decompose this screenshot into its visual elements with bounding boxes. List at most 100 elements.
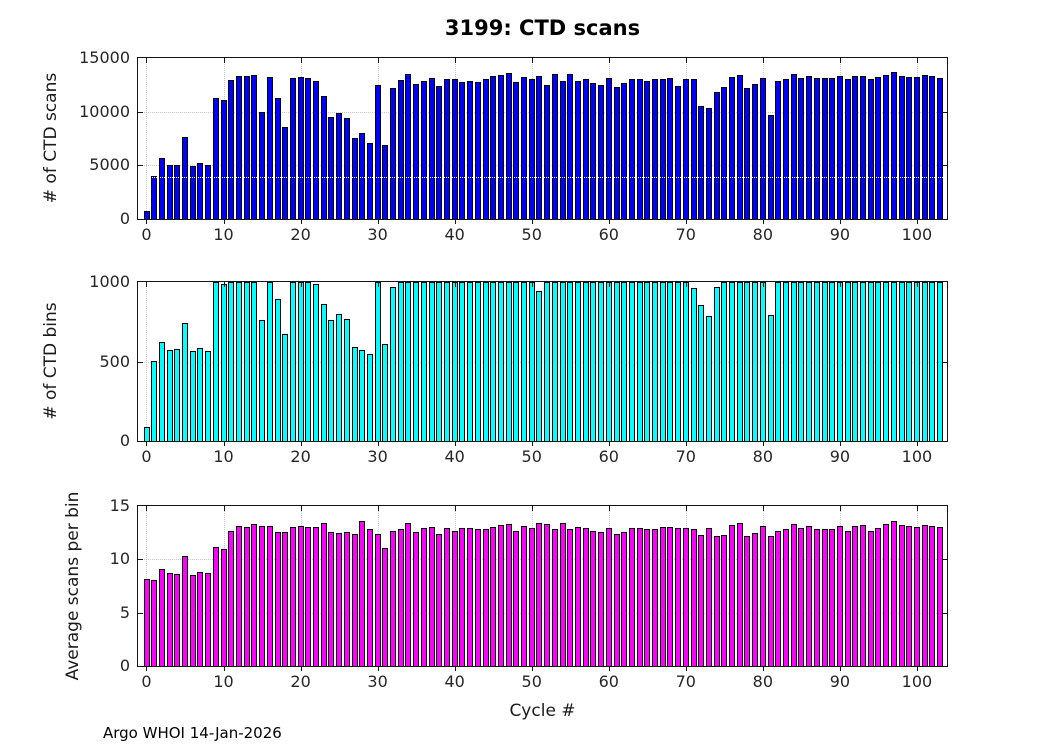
y-tick-mark-right [942, 612, 947, 614]
x-tick-label: 90 [829, 672, 851, 691]
bar-cycle-80 [759, 526, 766, 666]
bar-cycle-64 [636, 79, 643, 219]
x-tick-mark-top [839, 58, 841, 63]
bar-cycle-9 [212, 547, 219, 666]
y-tick-label: 500 [99, 351, 130, 371]
bar-cycle-87 [813, 282, 820, 441]
bar-cycle-30 [374, 534, 381, 666]
bar-cycle-31 [382, 344, 389, 441]
bar-cycle-36 [420, 282, 427, 441]
panel-avg-scans-per-bin [137, 505, 948, 671]
x-tick-mark-bottom [685, 441, 687, 446]
x-tick-mark-top [454, 282, 456, 287]
bar-cycle-73 [705, 316, 712, 441]
bar-cycle-19 [289, 282, 296, 441]
bar-cycle-8 [205, 351, 212, 441]
bar-cycle-33 [397, 529, 404, 666]
bar-cycle-6 [189, 166, 196, 219]
x-tick-mark-bottom [762, 441, 764, 446]
chart-title: 3199: CTD scans [444, 16, 641, 40]
x-tick-label: 30 [367, 225, 388, 244]
bar-cycle-16 [266, 526, 273, 666]
bar-cycle-11 [228, 80, 235, 219]
bar-cycle-32 [390, 287, 396, 441]
x-tick-mark-top [839, 282, 841, 287]
x-tick-mark-top [685, 506, 687, 511]
x-tick-mark-bottom [300, 666, 302, 671]
bar-cycle-19 [289, 78, 296, 219]
bar-cycle-24 [328, 320, 335, 441]
y-tick-mark-left [138, 361, 143, 363]
bar-cycle-94 [867, 531, 874, 666]
y-tick-mark-left [138, 559, 143, 561]
x-tick-mark-bottom [608, 219, 610, 224]
bar-cycle-52 [544, 524, 551, 666]
bar-cycle-90 [836, 526, 843, 666]
bar-cycle-84 [790, 74, 797, 219]
y-tick-label: 15000 [79, 48, 130, 67]
bar-cycle-50 [528, 528, 535, 666]
bar-cycle-27 [351, 347, 358, 441]
x-tick-mark-top [377, 506, 379, 511]
bar-cycle-36 [420, 81, 427, 219]
bar-cycle-96 [883, 282, 890, 441]
bar-cycle-40 [451, 79, 458, 219]
x-tick-label: 100 [901, 672, 933, 691]
bar-cycle-86 [806, 282, 813, 441]
bar-cycle-71 [690, 288, 697, 441]
bar-cycle-45 [490, 527, 497, 666]
bar-cycle-71 [690, 529, 697, 666]
bar-cycle-2 [158, 569, 165, 666]
bar-cycle-30 [374, 85, 381, 219]
bar-cycle-102 [929, 282, 936, 441]
bar-cycle-21 [305, 78, 312, 219]
bar-cycle-72 [698, 106, 705, 219]
bar-cycle-66 [652, 79, 658, 219]
bar-cycle-19 [289, 527, 296, 666]
y-gridline [138, 111, 947, 113]
bar-cycle-4 [174, 165, 181, 219]
bar-cycle-34 [405, 282, 412, 441]
bar-cycle-3 [166, 165, 173, 219]
bar-cycle-21 [305, 527, 312, 666]
bar-cycle-64 [636, 528, 643, 666]
bar-cycle-50 [528, 282, 535, 441]
y-gridline [138, 165, 947, 167]
bar-cycle-61 [613, 534, 620, 666]
bar-cycle-75 [721, 535, 728, 666]
bar-cycle-8 [205, 165, 212, 219]
bar-cycle-102 [929, 76, 936, 219]
bar-cycle-18 [282, 334, 289, 441]
x-tick-mark-bottom [608, 441, 610, 446]
x-tick-mark-top [839, 506, 841, 511]
bar-cycle-96 [883, 75, 890, 219]
x-tick-mark-bottom [839, 219, 841, 224]
bar-cycle-73 [705, 528, 712, 666]
bar-cycle-46 [497, 525, 504, 666]
bar-cycle-91 [844, 531, 851, 666]
bar-cycle-35 [413, 282, 420, 441]
bar-cycle-48 [513, 82, 520, 219]
bar-cycle-89 [829, 78, 836, 219]
bar-cycle-45 [490, 76, 497, 219]
bar-cycle-23 [320, 96, 327, 219]
bar-cycle-83 [783, 529, 789, 666]
bar-cycle-29 [366, 143, 373, 219]
bar-cycle-40 [451, 531, 458, 666]
bar-cycle-13 [243, 527, 250, 666]
bar-cycle-74 [713, 92, 720, 219]
bar-cycle-20 [297, 282, 304, 441]
bar-cycle-52 [544, 282, 551, 441]
bar-cycle-55 [567, 74, 574, 219]
bar-cycle-17 [274, 299, 281, 441]
x-tick-label: 80 [752, 447, 774, 466]
bar-cycle-50 [528, 79, 535, 219]
bar-cycle-27 [351, 534, 358, 666]
bar-cycle-44 [482, 282, 489, 441]
bar-cycle-31 [382, 548, 389, 666]
bar-cycle-60 [605, 282, 612, 441]
x-tick-label: 70 [675, 672, 696, 691]
bar-cycle-101 [921, 75, 928, 219]
x-axis-label: Cycle # [509, 701, 576, 721]
